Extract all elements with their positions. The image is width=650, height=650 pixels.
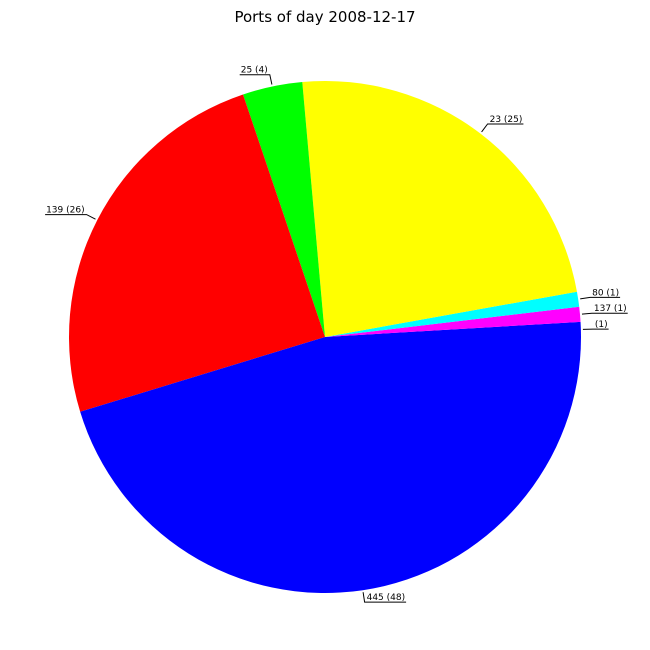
slice-leader-line (362, 592, 407, 603)
chart-title: Ports of day 2008-12-17 (234, 8, 415, 26)
slice-label: 137 (1) (594, 304, 627, 314)
slice-label: 80 (1) (592, 288, 619, 298)
slice-leader-line (580, 296, 621, 300)
slice-leader-line (481, 123, 524, 133)
pie-slice (243, 82, 325, 337)
pie-slice (302, 80, 577, 337)
slice-label: 445 (48) (367, 593, 406, 603)
pie-slice (325, 291, 580, 337)
slice-label: 23 (25) (490, 115, 523, 125)
slice-label: (1) (595, 320, 608, 330)
pie-slice (325, 306, 581, 337)
pie-slice (80, 337, 581, 594)
pie-slices (68, 80, 581, 594)
slice-leader-line (45, 214, 96, 220)
slice-label: 139 (26) (46, 206, 85, 216)
slice-label: 25 (4) (241, 66, 268, 76)
pie-slice (68, 94, 325, 412)
slice-leader-line (581, 312, 628, 315)
pie-slice (325, 321, 581, 337)
slice-leader-line (239, 74, 273, 85)
slice-labels: (1) 137 (1) 80 (1) 23 (25) 25 (4) 139 (26) 445… (45, 66, 628, 603)
